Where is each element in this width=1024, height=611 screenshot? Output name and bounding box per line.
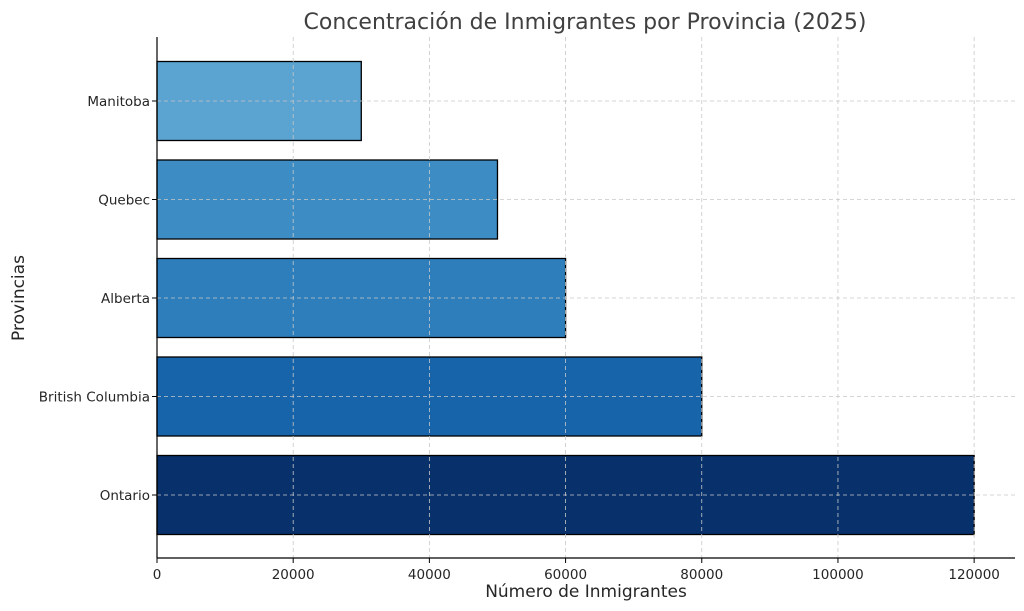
x-tick-label: 100000: [812, 567, 864, 583]
y-axis-label: Provincias: [9, 255, 29, 341]
x-tick-label: 120000: [948, 567, 1000, 583]
y-tick-label: Ontario: [100, 488, 150, 504]
x-tick-label: 0: [153, 567, 162, 583]
x-axis-ticks: 0 20000 40000 60000 80000 100000 120000: [153, 558, 1000, 583]
chart-title: Concentración de Inmigrantes por Provinc…: [304, 10, 867, 35]
x-tick-label: 40000: [408, 567, 451, 583]
y-tick-label: British Columbia: [39, 390, 150, 406]
y-tick-label: Manitoba: [87, 94, 150, 110]
y-axis-ticks: Ontario British Columbia Alberta Quebec Mani…: [39, 94, 157, 504]
y-tick-label: Alberta: [101, 291, 150, 307]
x-tick-label: 20000: [272, 567, 315, 583]
x-axis-label: Número de Inmigrantes: [485, 582, 687, 602]
y-tick-label: Quebec: [98, 193, 150, 209]
x-tick-label: 60000: [544, 567, 587, 583]
x-tick-label: 80000: [680, 567, 723, 583]
